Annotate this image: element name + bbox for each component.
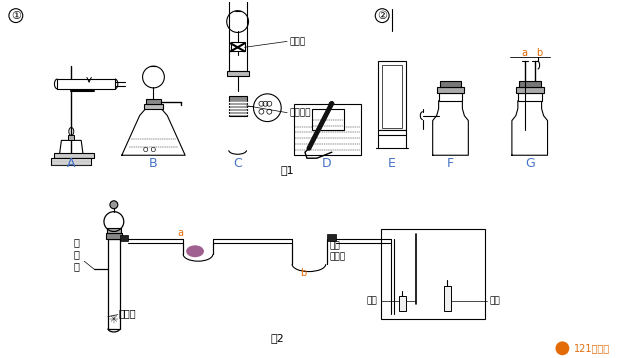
Text: 多孔隔板: 多孔隔板	[289, 108, 310, 117]
Bar	[108, 240, 120, 329]
Bar	[516, 87, 544, 93]
Bar	[229, 96, 247, 116]
Bar	[327, 234, 336, 241]
Bar	[519, 81, 540, 87]
Text: ①: ①	[11, 11, 21, 21]
Text: D: D	[322, 157, 331, 170]
Bar	[106, 233, 122, 240]
Bar	[378, 61, 406, 130]
Text: E: E	[388, 157, 396, 170]
Bar	[440, 81, 462, 87]
Text: B: B	[149, 157, 158, 170]
Bar	[107, 228, 121, 233]
Circle shape	[109, 314, 119, 324]
Bar	[226, 71, 249, 76]
Bar	[437, 87, 465, 93]
Circle shape	[110, 201, 118, 209]
Text: b: b	[537, 48, 543, 58]
Bar	[120, 236, 128, 241]
Bar	[231, 42, 244, 51]
Text: 图2: 图2	[270, 333, 284, 343]
Bar	[399, 296, 406, 311]
Bar	[381, 229, 485, 319]
Text: 蜡烛: 蜡烛	[489, 296, 500, 305]
Text: A: A	[67, 157, 75, 170]
Text: 挡板: 挡板	[366, 296, 377, 305]
Ellipse shape	[186, 245, 204, 257]
Bar	[57, 79, 115, 89]
Text: O O: O O	[143, 147, 156, 153]
Polygon shape	[59, 140, 83, 155]
Bar	[312, 109, 344, 130]
Bar	[294, 104, 362, 155]
Bar	[382, 65, 402, 127]
Text: a: a	[177, 228, 183, 238]
Text: F: F	[447, 157, 454, 170]
Text: C: C	[233, 157, 242, 170]
Bar	[229, 0, 247, 71]
Text: 石灰石: 石灰石	[119, 309, 136, 319]
Text: 121新源网: 121新源网	[574, 343, 610, 353]
Bar	[54, 153, 94, 158]
Bar	[144, 104, 164, 109]
Bar	[146, 99, 162, 104]
Bar	[51, 158, 91, 165]
Text: ②: ②	[377, 11, 387, 21]
Text: b: b	[300, 268, 306, 278]
Text: 澄清
石灰水: 澄清 石灰水	[329, 241, 346, 261]
Text: G: G	[525, 157, 534, 170]
Bar	[444, 286, 450, 311]
Text: a: a	[522, 48, 528, 58]
Text: 图1: 图1	[280, 165, 294, 175]
Text: 稀
盐
酸: 稀 盐 酸	[73, 238, 79, 271]
Bar	[68, 135, 74, 140]
Bar	[518, 93, 542, 101]
Circle shape	[555, 342, 569, 355]
Bar	[378, 130, 406, 135]
Text: 止水夹: 止水夹	[289, 37, 305, 46]
Bar	[439, 93, 462, 101]
Bar	[85, 80, 93, 88]
